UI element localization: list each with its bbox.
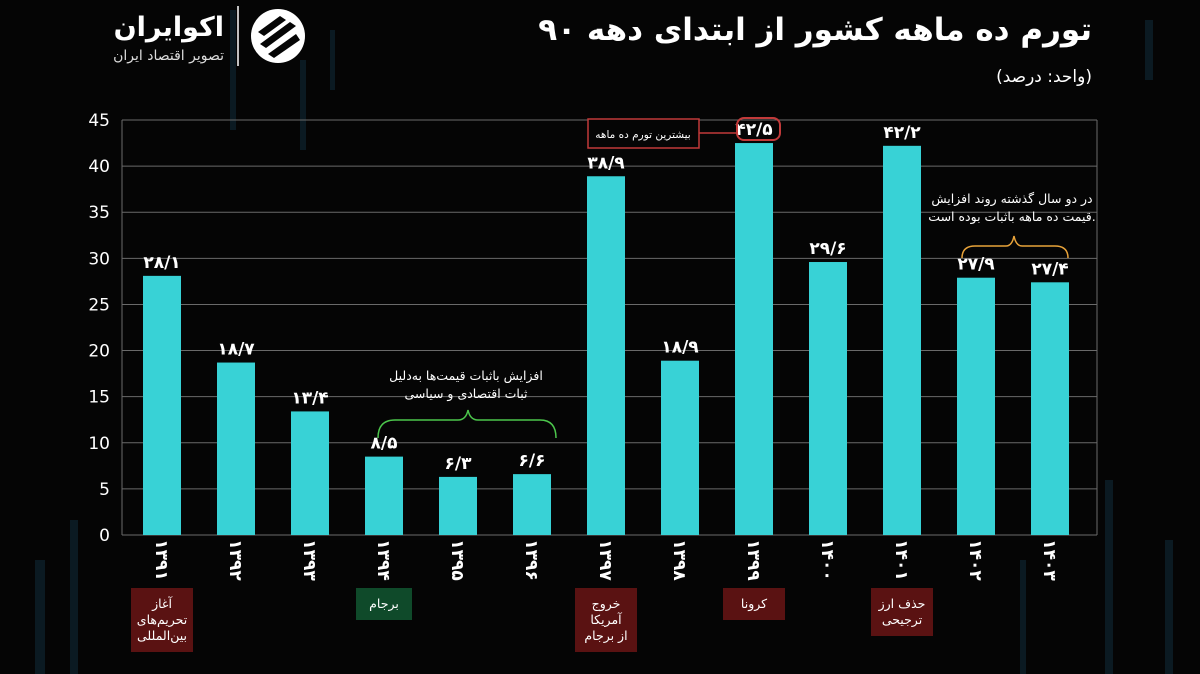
event-box: [131, 588, 193, 652]
x-tick-label: ۱۳۹۹: [743, 539, 763, 581]
y-tick-label: 25: [88, 295, 110, 315]
x-tick-label: ۱۴۰۳: [1039, 539, 1059, 581]
x-tick-label: ۱۴۰۲: [965, 539, 985, 581]
y-tick-label: 10: [88, 434, 110, 454]
value-label: ۱۸/۹: [661, 338, 699, 358]
value-labels: ۲۸/۱ ۱۸/۷ ۱۳/۴ ۸/۵ ۶/۳ ۶/۶ ۳۸/۹ ۱۸/۹ ۴۲/۵ ۲۹/۶ ۴۲/…: [143, 120, 1068, 474]
logo: اکوایران تصویر اقتصاد ایران: [113, 6, 305, 66]
y-tick-label: 45: [88, 111, 110, 131]
bar: [365, 456, 403, 535]
event-label: حذف ارز: [878, 596, 926, 612]
recent-note-line2: قیمت ده ماهه باثبات بوده است.: [928, 209, 1095, 225]
value-label: ۱۳/۴: [291, 388, 328, 408]
event-box: [575, 588, 637, 652]
value-label: ۸/۵: [371, 434, 398, 454]
x-tick-label: ۱۳۹۳: [299, 539, 319, 581]
event-label: از برجام: [584, 628, 627, 644]
x-tick-label: ۱۳۹۷: [595, 539, 615, 581]
value-label: ۴۲/۵: [735, 120, 772, 140]
bar: [883, 145, 921, 536]
x-tick-label: ۱۴۰۰: [817, 539, 837, 581]
chart-title: تورم ده ماهه کشور از ابتدای دهه ۹۰: [538, 12, 1092, 48]
recent-note-line1: در دو سال گذشته روند افزایش: [931, 191, 1092, 207]
value-label: ۴۲/۲: [883, 123, 921, 143]
recent-brace: [961, 235, 1069, 259]
bars: [143, 143, 1069, 536]
event-box: [871, 588, 933, 636]
logo-tagline: تصویر اقتصاد ایران: [113, 48, 224, 64]
x-tick-label: ۱۳۹۸: [669, 539, 689, 581]
stable-brace: [377, 409, 557, 439]
value-label: ۳۸/۹: [587, 153, 625, 173]
y-tick-label: 35: [88, 203, 110, 223]
x-tick-label: ۱۳۹۶: [521, 539, 541, 581]
event-box: [356, 588, 412, 620]
value-label: ۲۷/۴: [1031, 259, 1068, 279]
value-label: ۶/۶: [519, 451, 546, 471]
x-tick-label: ۱۳۹۱: [151, 539, 171, 581]
logo-mark-icon: [251, 9, 305, 63]
bar: [439, 476, 477, 535]
value-label: ۶/۳: [445, 454, 473, 474]
unit-label: (واحد: درصد): [996, 67, 1092, 87]
x-tick-label: ۱۳۹۴: [373, 539, 393, 581]
event-label: خروج: [592, 596, 621, 612]
event-box: [723, 588, 785, 620]
y-tick-label: 20: [88, 342, 110, 362]
event-label: آمریکا: [590, 612, 622, 628]
x-tick-label: ۱۴۰۱: [891, 539, 911, 581]
logo-name: اکوایران: [114, 12, 224, 43]
background-decoration: [35, 10, 1173, 674]
value-label: ۲۸/۱: [143, 253, 180, 273]
event-label: کرونا: [741, 596, 767, 612]
bar: [1031, 282, 1069, 535]
annotations: بیشترین تورم ده ماهه افزایش باثبات قیمت‌…: [377, 117, 1096, 439]
y-tick-label: 5: [99, 480, 110, 500]
bar: [513, 474, 551, 535]
event-label: آغاز: [151, 596, 172, 612]
bar: [143, 275, 181, 535]
stable-note-line2: ثبات اقتصادی و سیاسی: [405, 386, 528, 402]
bar: [291, 411, 329, 535]
y-tick-label: 40: [88, 157, 110, 177]
value-label: ۲۷/۹: [957, 255, 995, 275]
event-label: تحریم‌های: [137, 612, 188, 628]
max-label: بیشترین تورم ده ماهه: [595, 129, 690, 141]
bar: [809, 262, 847, 535]
event-label: بین‌المللی: [137, 628, 187, 644]
y-tick-label: 30: [88, 249, 110, 269]
stable-note-line1: افزایش باثبات قیمت‌ها به‌دلیل: [389, 368, 543, 384]
bar: [957, 277, 995, 535]
event-label: ترجیحی: [882, 612, 923, 628]
bar: [587, 176, 625, 535]
x-axis: ۱۳۹۱ ۱۳۹۲ ۱۳۹۳ ۱۳۹۴ ۱۳۹۵ ۱۳۹۶ ۱۳۹۷ ۱۳۹۸ ۱۳۹۹ ۱۴۰۰…: [151, 539, 1059, 581]
max-highlight: [736, 117, 781, 141]
y-tick-label: 0: [99, 526, 110, 546]
value-label: ۲۹/۶: [809, 239, 846, 259]
max-label-box: [587, 118, 700, 149]
bar: [735, 143, 773, 536]
bar: [661, 360, 699, 535]
y-axis: 0 5 10 15 20 25 30 35 40 45: [88, 111, 110, 546]
x-tick-label: ۱۳۹۲: [225, 539, 245, 581]
event-label: برجام: [369, 596, 399, 612]
bar: [217, 362, 255, 535]
value-label: ۱۸/۷: [217, 340, 255, 360]
y-tick-label: 15: [88, 388, 110, 408]
x-tick-label: ۱۳۹۵: [447, 539, 467, 581]
